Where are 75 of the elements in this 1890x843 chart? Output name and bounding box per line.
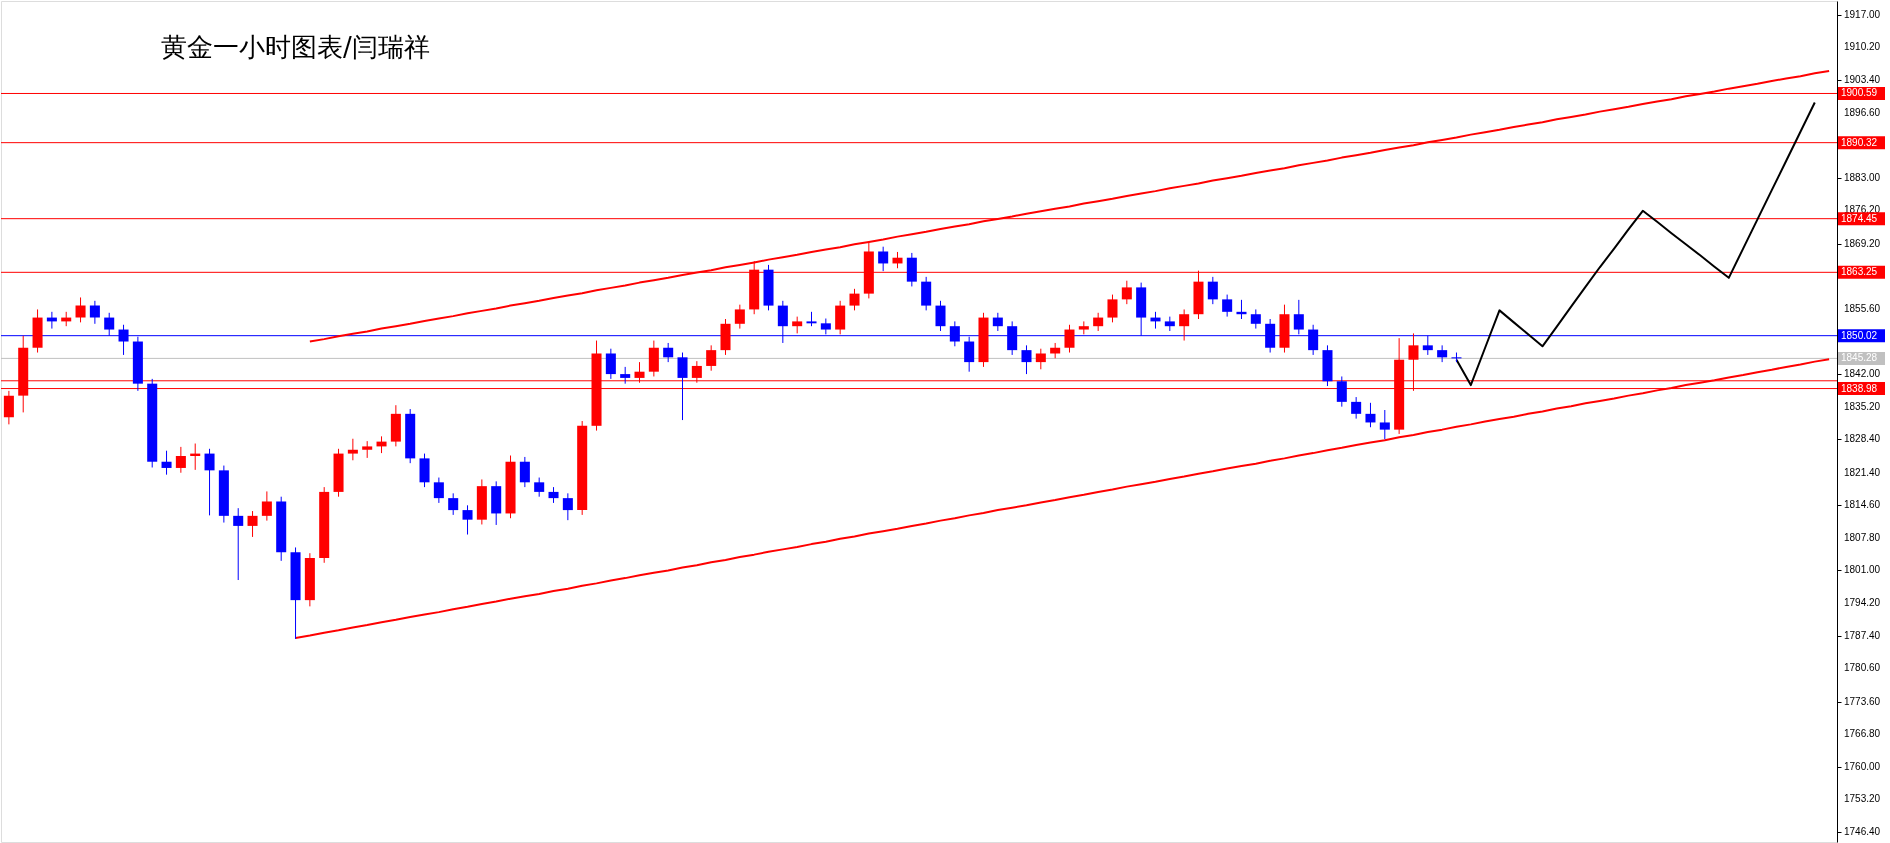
candlestick — [261, 490, 272, 522]
candlestick — [347, 438, 358, 461]
candlestick — [1351, 396, 1362, 420]
candlestick — [247, 510, 258, 538]
candlestick — [1021, 344, 1032, 375]
candlestick — [1250, 308, 1261, 330]
candlestick — [1207, 276, 1218, 305]
candlestick — [935, 300, 946, 332]
candlestick — [992, 312, 1003, 332]
y-tick-label: 1807.80 — [1844, 531, 1881, 543]
candlestick — [849, 288, 860, 311]
y-tick-label: 1766.80 — [1844, 728, 1881, 740]
candlestick — [175, 446, 186, 474]
candlestick — [433, 477, 444, 504]
candlestick — [1035, 348, 1046, 370]
y-tick-label: 1821.40 — [1844, 466, 1881, 478]
candlestick — [161, 450, 172, 476]
y-tick-label: 1842.00 — [1844, 368, 1881, 380]
candlestick — [921, 276, 932, 311]
y-tick-label: 1828.40 — [1844, 433, 1881, 445]
candlestick — [835, 300, 846, 335]
candlestick — [204, 448, 215, 516]
ref-line-label: 1850.02 — [1841, 329, 1878, 341]
candlestick — [89, 300, 100, 325]
y-tick-label: 1760.00 — [1844, 760, 1881, 772]
candlestick — [419, 453, 430, 488]
candlestick — [734, 304, 745, 330]
y-tick-label: 1814.60 — [1844, 499, 1881, 511]
candlestick — [1365, 402, 1376, 428]
y-tick-label: 1835.20 — [1844, 400, 1881, 412]
candlestick — [519, 456, 530, 488]
ref-line-label: 1900.59 — [1841, 87, 1878, 99]
candlestick — [1222, 294, 1233, 318]
y-tick-label: 1896.60 — [1844, 106, 1881, 118]
candlestick — [3, 390, 14, 425]
ref-line-label: 1890.32 — [1841, 136, 1878, 148]
y-tick-label: 1753.20 — [1844, 793, 1881, 805]
ref-line-label: 1874.45 — [1841, 212, 1878, 224]
text: 黄金一小时图表/闫瑞祥 — [161, 32, 430, 62]
ref-line-label: 1863.25 — [1841, 266, 1878, 278]
candlestick — [1379, 409, 1390, 440]
candlestick — [233, 507, 244, 581]
y-tick-label: 1801.00 — [1844, 564, 1881, 576]
y-tick-label: 1883.00 — [1844, 171, 1881, 183]
candlestick — [75, 296, 86, 323]
candlestick — [448, 492, 459, 516]
y-tick-label: 1780.60 — [1844, 662, 1881, 674]
y-tick-label: 1910.20 — [1844, 41, 1881, 53]
candlestick — [706, 344, 717, 372]
y-tick-label: 1787.40 — [1844, 629, 1881, 641]
candlestick — [906, 252, 917, 287]
y-tick-label: 1903.40 — [1844, 74, 1881, 86]
y-tick-label: 1869.20 — [1844, 237, 1881, 249]
candlestick — [605, 348, 616, 380]
y-tick-label: 1794.20 — [1844, 597, 1881, 609]
ref-line-label: 1838.98 — [1841, 382, 1878, 394]
candlestick — [1121, 280, 1132, 305]
candlestick — [1093, 312, 1104, 332]
candlestick — [1179, 308, 1190, 342]
candlestick — [462, 504, 473, 536]
candlestick — [878, 246, 889, 272]
candlestick — [1437, 344, 1448, 363]
candlestick — [562, 492, 573, 521]
y-tick-label: 1855.60 — [1844, 302, 1881, 314]
candlestick — [648, 340, 659, 377]
candlestick — [1336, 375, 1347, 408]
candlestick — [663, 342, 674, 363]
candlestick — [534, 477, 545, 498]
y-tick-label: 1773.60 — [1844, 695, 1881, 707]
candlestick — [677, 352, 688, 421]
ref-line-label: 1845.28 — [1841, 352, 1878, 364]
y-tick-label: 1746.40 — [1844, 825, 1881, 837]
candlestick — [1064, 324, 1075, 354]
candlestick — [1107, 294, 1118, 323]
y-tick-label: 1917.00 — [1844, 8, 1881, 20]
